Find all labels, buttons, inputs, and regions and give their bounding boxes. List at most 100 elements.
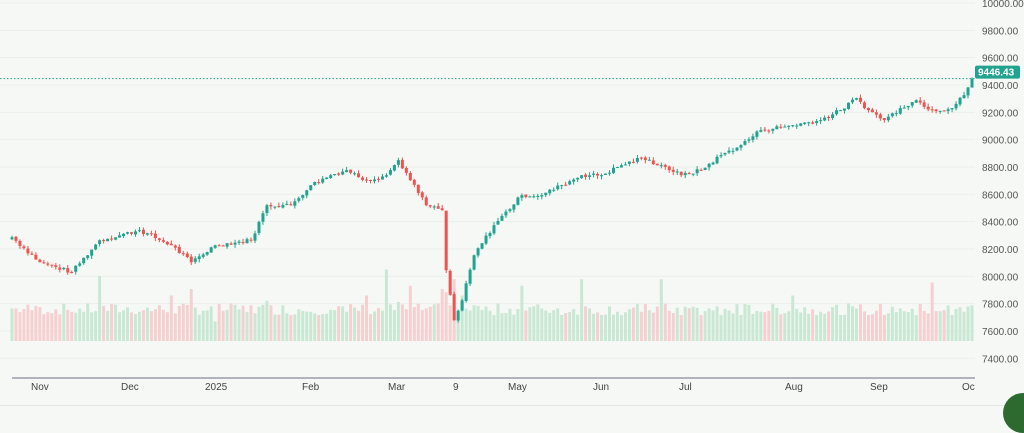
y-tick-label: 9800.00 [982, 26, 1019, 37]
volume-bar [424, 308, 428, 341]
candle [349, 169, 353, 173]
volume-bar [639, 311, 643, 341]
volume-bar [420, 310, 424, 341]
volume-bar [34, 305, 38, 341]
volume-bar [835, 304, 839, 341]
candle [528, 196, 532, 198]
candle [731, 150, 735, 152]
volume-bar [739, 315, 743, 341]
volume-bar [643, 303, 647, 341]
volume-bar [675, 307, 679, 341]
volume-bar [241, 305, 245, 341]
candle [396, 160, 400, 165]
candle [739, 145, 743, 148]
volume-bar [910, 308, 914, 341]
volume-bar [269, 305, 273, 341]
volume-bar [631, 307, 635, 341]
candle [564, 184, 568, 186]
volume-bar [687, 308, 691, 341]
candle [62, 267, 66, 270]
candle [500, 215, 504, 221]
volume-bar [70, 311, 74, 341]
candle [464, 283, 468, 301]
candle [874, 112, 878, 115]
volume-bar [126, 307, 130, 341]
volume-bar [862, 311, 866, 341]
volume-bar [596, 312, 600, 341]
candle [400, 159, 404, 169]
volume-bar [289, 315, 293, 341]
volume-bar [484, 306, 488, 341]
volume-bar [747, 304, 751, 341]
volume-bar [285, 313, 289, 341]
volume-bar [464, 308, 468, 341]
volume-bar [169, 295, 173, 341]
volume-bar [930, 282, 934, 341]
candle [74, 265, 78, 272]
volume-bar [177, 306, 181, 341]
candle [448, 270, 452, 295]
volume-bar [388, 304, 392, 341]
candle [779, 126, 783, 128]
volume-bar [552, 310, 556, 341]
volume-bar [277, 314, 281, 341]
volume-bar [400, 304, 404, 341]
candle [588, 175, 592, 177]
candle [492, 225, 496, 234]
volume-bar [890, 306, 894, 341]
volume-bar [882, 315, 886, 341]
candle [839, 110, 843, 112]
candle [432, 206, 436, 208]
volume-bar [894, 312, 898, 341]
candle [392, 165, 396, 171]
candle [524, 194, 528, 198]
candle [229, 243, 233, 245]
candle [775, 126, 779, 130]
candle [372, 179, 376, 182]
candle [627, 161, 631, 164]
candle [277, 205, 281, 207]
candle [954, 103, 958, 109]
volume-bar [50, 313, 54, 341]
volume-bar [325, 313, 329, 341]
volume-bar [149, 311, 153, 341]
volume-bar [82, 311, 86, 341]
candle [456, 310, 460, 321]
volume-bar [532, 306, 536, 341]
candle [615, 167, 619, 169]
candle [647, 159, 651, 161]
candle [831, 114, 835, 119]
x-tick-label: Dec [121, 382, 139, 393]
volume-bar [763, 312, 767, 341]
volume-bar [886, 313, 890, 341]
volume-bar [691, 306, 695, 341]
candle [281, 205, 285, 208]
volume-bar [229, 303, 233, 341]
x-tick-label: 9 [453, 382, 459, 393]
volume-bar [635, 303, 639, 341]
candle [341, 171, 345, 175]
volume-bar [647, 310, 651, 341]
volume-bar [711, 310, 715, 341]
volume-bar [611, 314, 615, 341]
volume-bar [273, 314, 277, 341]
y-tick-label: 8000.00 [982, 272, 1019, 283]
volume-bar [755, 310, 759, 341]
volume-bar [902, 311, 906, 341]
candle [854, 98, 858, 100]
candle [556, 185, 560, 190]
y-tick-label: 8600.00 [982, 190, 1019, 201]
volume-bar [22, 309, 26, 341]
volume-bar [492, 315, 496, 341]
candle [679, 171, 683, 176]
candles [10, 77, 974, 323]
volume-bar [14, 308, 18, 341]
volume-bar [18, 312, 22, 341]
last-price-tag: 9446.43 [975, 65, 1020, 79]
volume-bar [926, 313, 930, 341]
candle [488, 233, 492, 237]
candle [46, 263, 50, 265]
volume-bar [683, 306, 687, 341]
candle [950, 108, 954, 110]
candle [930, 109, 934, 111]
